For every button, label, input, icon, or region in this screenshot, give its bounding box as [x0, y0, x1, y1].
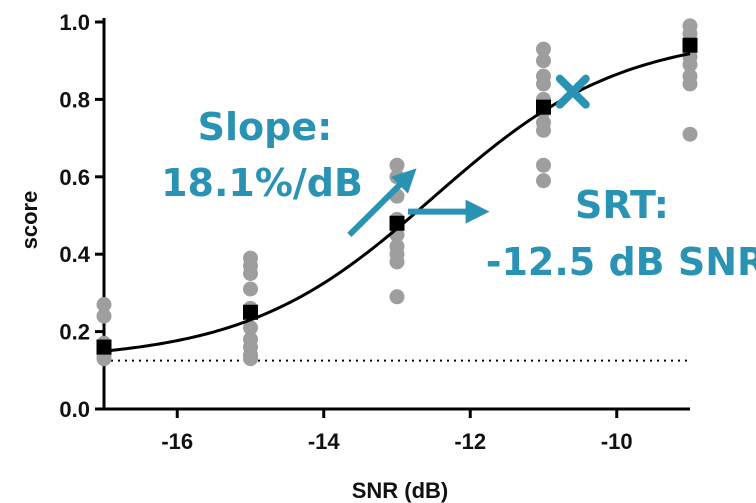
mean-markers-layer [96, 37, 698, 355]
individual-point [682, 76, 698, 92]
individual-point [536, 157, 551, 173]
y-tick-label: 0.0 [59, 397, 90, 422]
individual-point [96, 308, 112, 324]
individual-point [96, 351, 112, 367]
mean-marker [243, 304, 258, 320]
x-tick-label: -12 [454, 429, 486, 454]
mean-marker [96, 339, 112, 355]
individual-point [243, 281, 258, 297]
slope-title: Slope: [198, 105, 333, 149]
individual-point [536, 76, 551, 92]
slope-value: 18.1%/dB [161, 161, 363, 205]
y-axis-title: score [17, 191, 42, 250]
x-tick-label: -10 [601, 429, 633, 454]
srt-value: -12.5 dB SNR [486, 240, 756, 284]
individual-point [243, 320, 258, 336]
individual-point [682, 126, 698, 142]
mean-marker [682, 37, 698, 53]
y-tick-label: 1.0 [59, 10, 90, 35]
y-tick-label: 0.4 [59, 242, 90, 267]
mean-marker [536, 99, 551, 115]
individual-point [243, 266, 258, 282]
individual-point [389, 289, 405, 305]
mean-marker [389, 215, 405, 231]
x-tick-label: -16 [161, 429, 193, 454]
y-tick-label: 0.8 [59, 87, 90, 112]
individual-points-layer [96, 18, 698, 367]
individual-point [536, 41, 551, 57]
individual-point [389, 254, 405, 270]
annotation-layer [347, 74, 590, 237]
individual-point [682, 57, 698, 73]
individual-point [536, 122, 551, 138]
y-tick-label: 0.2 [59, 320, 90, 345]
individual-point [96, 297, 112, 313]
srt-title: SRT: [575, 183, 669, 227]
slope-arrow [347, 168, 417, 237]
srt-x-stroke [555, 74, 590, 109]
individual-point [243, 351, 258, 367]
individual-point [536, 173, 551, 189]
srt-x-marker [555, 74, 590, 109]
x-tick-label: -14 [308, 429, 341, 454]
individual-point [536, 53, 551, 69]
x-axis-title: SNR (dB) [352, 478, 449, 503]
y-tick-label: 0.6 [59, 165, 90, 190]
axes: 0.0 0.2 0.4 0.6 0.8 1.0 -16 -14 -12 -10 [59, 10, 690, 454]
